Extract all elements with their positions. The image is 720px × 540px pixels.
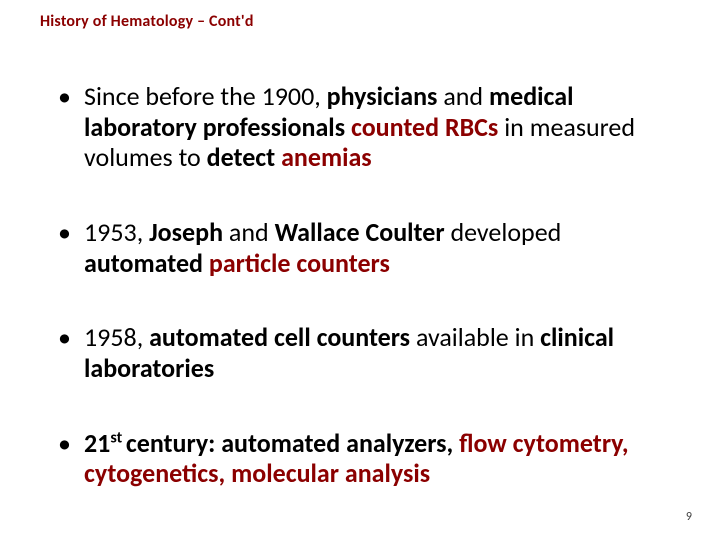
bullet-list: Since before the 1900, physicians and me…: [40, 81, 680, 489]
text-run: anemias: [281, 141, 372, 173]
bullet-item: 21st century: automated analyzers, flow …: [58, 428, 680, 489]
bullet-item: Since before the 1900, physicians and me…: [58, 81, 680, 173]
text-run: 1953,: [84, 216, 149, 248]
text-run: detect: [207, 141, 281, 173]
text-run: automated: [84, 247, 209, 279]
text-run: century:: [126, 427, 221, 459]
text-run: Wallace Coulter: [275, 216, 445, 248]
text-run: 21: [84, 427, 110, 459]
page-number: 9: [686, 510, 692, 524]
text-run: developed: [445, 216, 562, 248]
text-run: available in: [410, 321, 540, 353]
bullet-item: 1953, Joseph and Wallace Coulter develop…: [58, 217, 680, 278]
text-run: automated analyzers,: [221, 427, 459, 459]
text-run: st: [110, 428, 125, 447]
text-run: Since before the 1900,: [84, 80, 327, 112]
text-run: and: [437, 80, 489, 112]
text-run: Joseph: [149, 216, 223, 248]
text-run: physicians: [327, 80, 438, 112]
text-run: particle counters: [209, 247, 390, 279]
slide-title: History of Hematology – Cont'd: [40, 12, 680, 31]
text-run: and: [223, 216, 275, 248]
text-run: automated cell counters: [149, 321, 410, 353]
text-run: 1958,: [84, 321, 149, 353]
text-run: counted RBCs: [351, 111, 498, 143]
slide: History of Hematology – Cont'd Since bef…: [0, 0, 720, 540]
bullet-item: 1958, automated cell counters available …: [58, 322, 680, 383]
